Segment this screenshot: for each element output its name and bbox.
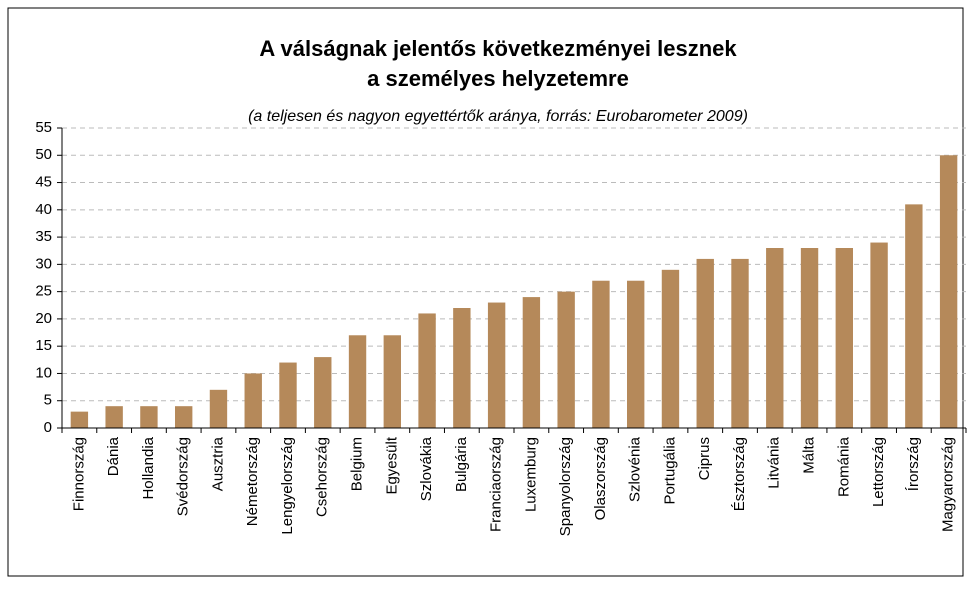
- y-tick-label: 5: [44, 392, 52, 409]
- x-tick-label: Szlovákia: [418, 436, 435, 501]
- y-tick-label: 30: [35, 255, 52, 272]
- bar: [800, 248, 819, 428]
- x-tick-label: Németország: [244, 437, 261, 526]
- bar: [696, 258, 714, 428]
- x-tick-label: Románia: [835, 436, 852, 497]
- x-tick-label: Észtország: [731, 437, 748, 511]
- y-tick-label: 15: [35, 337, 52, 354]
- y-tick-label: 25: [35, 283, 52, 300]
- y-tick-label: 50: [35, 146, 52, 163]
- bar: [905, 204, 923, 428]
- x-tick-label: Ciprus: [696, 437, 713, 480]
- bar: [209, 389, 228, 428]
- x-tick-label: Spanyolország: [557, 437, 574, 536]
- x-tick-label: Lengyelország: [279, 437, 296, 535]
- bar: [731, 258, 749, 428]
- bar: [70, 411, 89, 428]
- x-tick-label: Belgium: [349, 437, 366, 491]
- bar: [487, 302, 506, 428]
- bar: [105, 406, 123, 428]
- x-tick-label: Hollandia: [140, 436, 157, 499]
- bar: [348, 335, 367, 428]
- x-tick-label: Litvánia: [766, 436, 783, 488]
- y-tick-label: 40: [35, 201, 52, 218]
- x-tick-label: Franciaország: [488, 437, 505, 532]
- x-tick-label: Szlovénia: [627, 436, 644, 502]
- chart-subtitle: (a teljesen és nagyon egyettértők aránya…: [248, 108, 748, 125]
- y-tick-label: 20: [35, 310, 52, 327]
- bar: [557, 291, 575, 428]
- bar: [314, 357, 332, 428]
- x-tick-label: Magyarország: [940, 437, 957, 532]
- bar: [175, 406, 193, 428]
- bar: [383, 335, 401, 428]
- y-tick-label: 10: [35, 364, 52, 381]
- x-tick-label: Bulgária: [453, 436, 470, 492]
- x-tick-label: Svédország: [175, 437, 192, 516]
- x-tick-label: Ausztria: [209, 436, 226, 491]
- bar: [279, 362, 297, 428]
- x-tick-label: Portugália: [661, 436, 678, 504]
- bar: [453, 308, 471, 428]
- chart-title: A válságnak jelentős következményei lesz…: [259, 36, 737, 61]
- bar: [939, 155, 958, 429]
- x-tick-label: Málta: [801, 436, 818, 473]
- x-tick-label: Írország: [905, 437, 922, 491]
- x-tick-label: Csehország: [314, 437, 331, 517]
- x-tick-label: Olaszország: [592, 437, 609, 520]
- x-tick-label: Egyesült: [383, 436, 400, 494]
- y-tick-label: 55: [35, 119, 52, 136]
- y-tick-label: 35: [35, 228, 52, 245]
- bar: [627, 280, 645, 428]
- bar: [418, 313, 436, 428]
- x-tick-label: Finnország: [70, 437, 87, 511]
- bar: [766, 248, 784, 428]
- bar: [522, 297, 541, 428]
- chart-title: a személyes helyzetemre: [367, 66, 629, 91]
- y-tick-label: 0: [44, 419, 52, 436]
- bar: [661, 269, 680, 428]
- x-tick-label: Lettország: [870, 437, 887, 507]
- x-tick-label: Dánia: [105, 436, 122, 476]
- bar: [592, 280, 610, 428]
- bar: [140, 406, 158, 428]
- y-tick-label: 45: [35, 174, 52, 191]
- bar: [835, 248, 853, 428]
- bar: [870, 242, 888, 428]
- bar: [244, 373, 262, 428]
- x-tick-label: Luxemburg: [522, 437, 539, 512]
